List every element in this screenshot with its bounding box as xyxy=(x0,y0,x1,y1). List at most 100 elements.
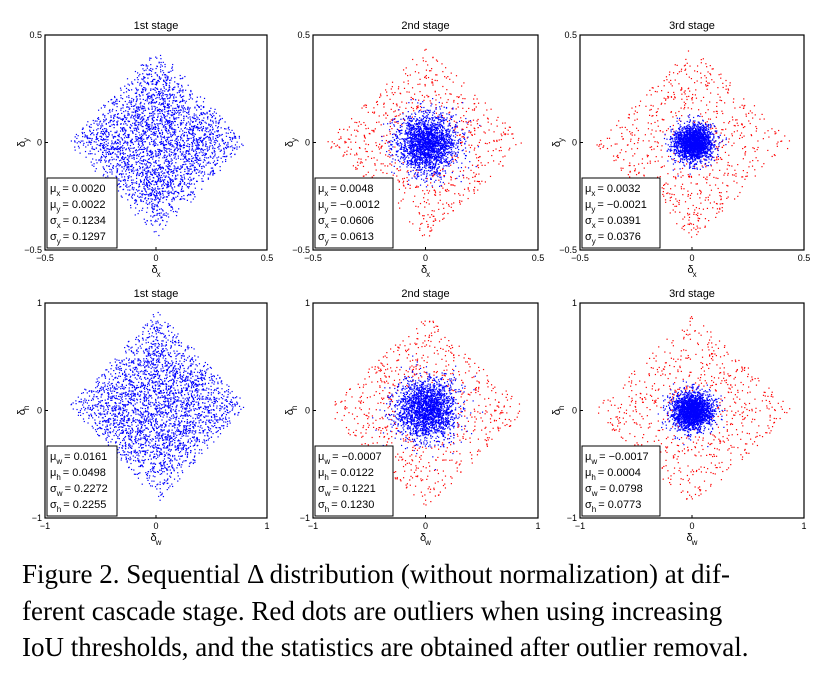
inlier-point xyxy=(141,140,143,142)
inlier-point xyxy=(130,130,132,132)
inlier-point xyxy=(192,192,194,194)
inlier-point xyxy=(159,150,162,152)
inlier-point xyxy=(186,165,188,168)
inlier-point xyxy=(445,161,447,163)
inlier-point xyxy=(423,162,425,164)
outlier-point xyxy=(439,194,441,196)
inlier-point xyxy=(154,132,156,135)
inlier-point xyxy=(151,210,154,213)
outlier-point xyxy=(432,82,434,84)
outlier-point xyxy=(344,142,346,144)
inlier-point xyxy=(403,153,405,155)
outlier-point xyxy=(393,111,395,113)
outlier-point xyxy=(441,63,443,65)
inlier-point xyxy=(193,113,195,115)
outlier-point xyxy=(495,148,497,150)
inlier-point xyxy=(111,124,113,126)
inlier-point xyxy=(147,116,150,118)
inlier-point xyxy=(146,207,149,209)
inlier-point xyxy=(115,159,117,161)
inlier-point xyxy=(177,139,179,141)
inlier-point xyxy=(160,143,162,145)
inlier-point xyxy=(112,103,114,105)
outlier-point xyxy=(474,102,476,105)
inlier-point xyxy=(143,181,145,184)
inlier-point xyxy=(134,119,136,121)
inlier-point xyxy=(221,117,223,120)
outlier-point xyxy=(477,127,479,129)
inlier-point xyxy=(126,96,128,98)
inlier-point xyxy=(167,120,169,122)
inlier-point xyxy=(122,153,125,155)
inlier-point xyxy=(100,157,102,159)
inlier-point xyxy=(416,159,419,161)
inlier-point xyxy=(116,106,118,108)
inlier-point xyxy=(180,179,183,181)
inlier-point xyxy=(136,106,138,108)
x-tick-label: 0.5 xyxy=(261,253,274,263)
inlier-point xyxy=(143,86,145,89)
outlier-point xyxy=(407,74,409,77)
inlier-point xyxy=(154,168,156,171)
inlier-point xyxy=(158,91,160,93)
outlier-point xyxy=(512,137,514,140)
inlier-point xyxy=(158,97,160,99)
inlier-point xyxy=(181,177,183,179)
inlier-point xyxy=(138,189,140,191)
inlier-point xyxy=(215,139,217,141)
inlier-point xyxy=(162,187,164,189)
inlier-point xyxy=(152,79,154,81)
inlier-point xyxy=(210,114,212,116)
outlier-point xyxy=(406,91,408,93)
outlier-point xyxy=(489,175,492,178)
outlier-point xyxy=(434,194,437,196)
inlier-point xyxy=(155,194,158,196)
inlier-point xyxy=(134,104,136,107)
inlier-point xyxy=(188,170,190,172)
inlier-point xyxy=(91,146,93,148)
inlier-point xyxy=(135,116,137,118)
outlier-point xyxy=(402,182,404,184)
outlier-point xyxy=(418,212,420,214)
inlier-point xyxy=(435,132,437,134)
inlier-point xyxy=(221,161,224,163)
inlier-point xyxy=(142,173,144,175)
inlier-point xyxy=(412,161,414,163)
inlier-point xyxy=(154,170,156,172)
inlier-point xyxy=(430,132,432,134)
inlier-point xyxy=(92,129,95,131)
inlier-point xyxy=(154,162,156,164)
inlier-point xyxy=(172,133,174,136)
inlier-point xyxy=(435,154,437,156)
inlier-point xyxy=(154,150,156,152)
inlier-point xyxy=(421,137,423,139)
inlier-point xyxy=(96,133,98,135)
outlier-point xyxy=(444,190,447,192)
inlier-point xyxy=(166,94,168,96)
inlier-point xyxy=(443,138,446,140)
inlier-point xyxy=(117,145,119,147)
inlier-point xyxy=(150,130,152,133)
inlier-point xyxy=(146,154,148,157)
outlier-point xyxy=(457,103,459,105)
inlier-point xyxy=(198,171,200,173)
inlier-point xyxy=(144,177,147,179)
outlier-point xyxy=(434,218,436,220)
inlier-point xyxy=(168,136,170,138)
inlier-point xyxy=(153,142,155,144)
inlier-point xyxy=(77,145,80,147)
outlier-point xyxy=(432,174,434,176)
inlier-point xyxy=(139,103,141,105)
inlier-point xyxy=(154,195,156,197)
inlier-point xyxy=(105,138,107,140)
outlier-point xyxy=(406,176,408,179)
outlier-point xyxy=(432,84,434,86)
inlier-point xyxy=(454,136,457,138)
inlier-point xyxy=(411,158,413,160)
inlier-point xyxy=(217,122,219,124)
inlier-point xyxy=(175,190,177,192)
inlier-point xyxy=(153,231,155,233)
inlier-point xyxy=(161,123,163,126)
inlier-point xyxy=(451,155,453,157)
outlier-point xyxy=(413,110,415,112)
